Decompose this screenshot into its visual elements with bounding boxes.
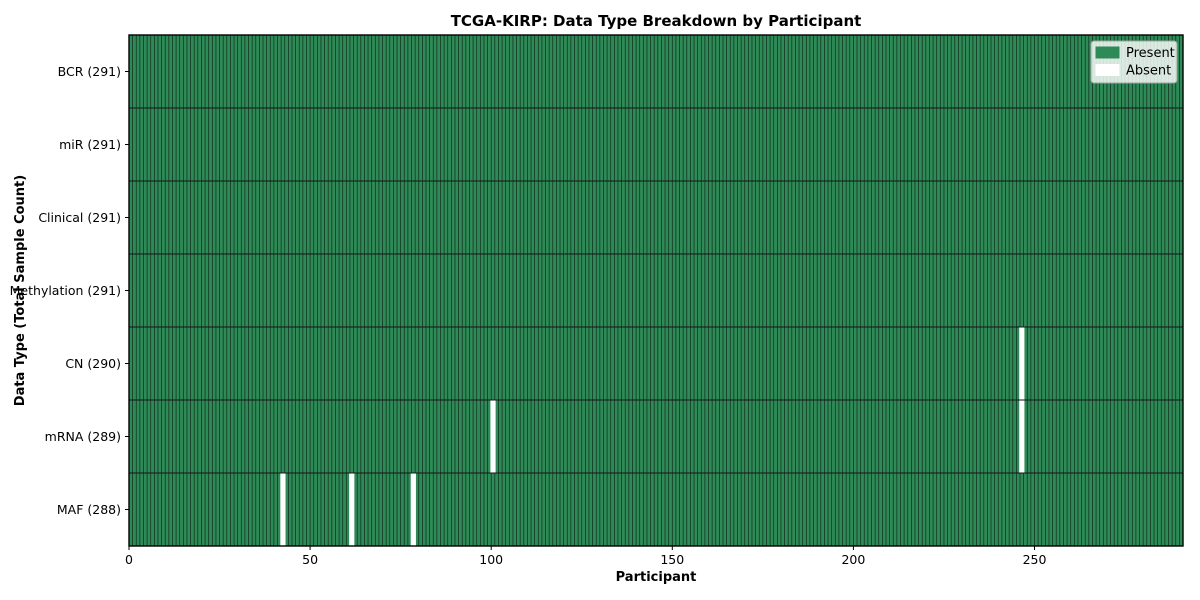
y-tick-label-CN: CN (290): [65, 356, 121, 371]
y-tick-label-BCR: BCR (291): [58, 64, 121, 79]
x-tick-label: 0: [125, 552, 133, 567]
legend-label-present: Present: [1126, 46, 1175, 61]
plot-area: [128, 34, 1184, 547]
x-tick-label: 200: [841, 552, 865, 567]
row-dividers: [129, 107, 1183, 474]
absent-cell-mRNA-100: [490, 400, 496, 473]
chart-title: TCGA-KIRP: Data Type Breakdown by Partic…: [451, 12, 862, 30]
legend: Present Absent: [1090, 40, 1178, 84]
y-axis-label: Data Type (Total Sample Count): [13, 175, 28, 406]
y-tick-label-miR: miR (291): [59, 137, 121, 152]
x-tick-label: 50: [302, 552, 318, 567]
present-cells-background: [129, 35, 1183, 546]
x-tick-label: 150: [660, 552, 684, 567]
legend-label-absent: Absent: [1126, 64, 1171, 79]
legend-swatch-absent-icon: [1095, 64, 1120, 76]
y-tick-label-MAF: MAF (288): [57, 502, 121, 517]
x-tick-label: 100: [479, 552, 503, 567]
x-axis-label: Participant: [616, 570, 697, 585]
absent-cell-CN-246: [1019, 327, 1025, 400]
y-tick-label-mRNA: mRNA (289): [45, 429, 121, 444]
absent-cell-MAF-78: [410, 473, 416, 546]
y-tick-label-Methylation: Methylation (291): [10, 283, 121, 298]
axes: 0 50 100 150 200 250 BCR (291) miR (291) Clinica…: [10, 64, 1047, 567]
legend-swatch-present-icon: [1095, 46, 1120, 59]
absent-cell-MAF-61: [349, 473, 355, 546]
y-tick-label-Clinical: Clinical (291): [38, 210, 121, 225]
absent-cell-MAF-42: [280, 473, 286, 546]
x-tick-label: 250: [1023, 552, 1047, 567]
absent-cell-mRNA-246: [1019, 400, 1025, 473]
